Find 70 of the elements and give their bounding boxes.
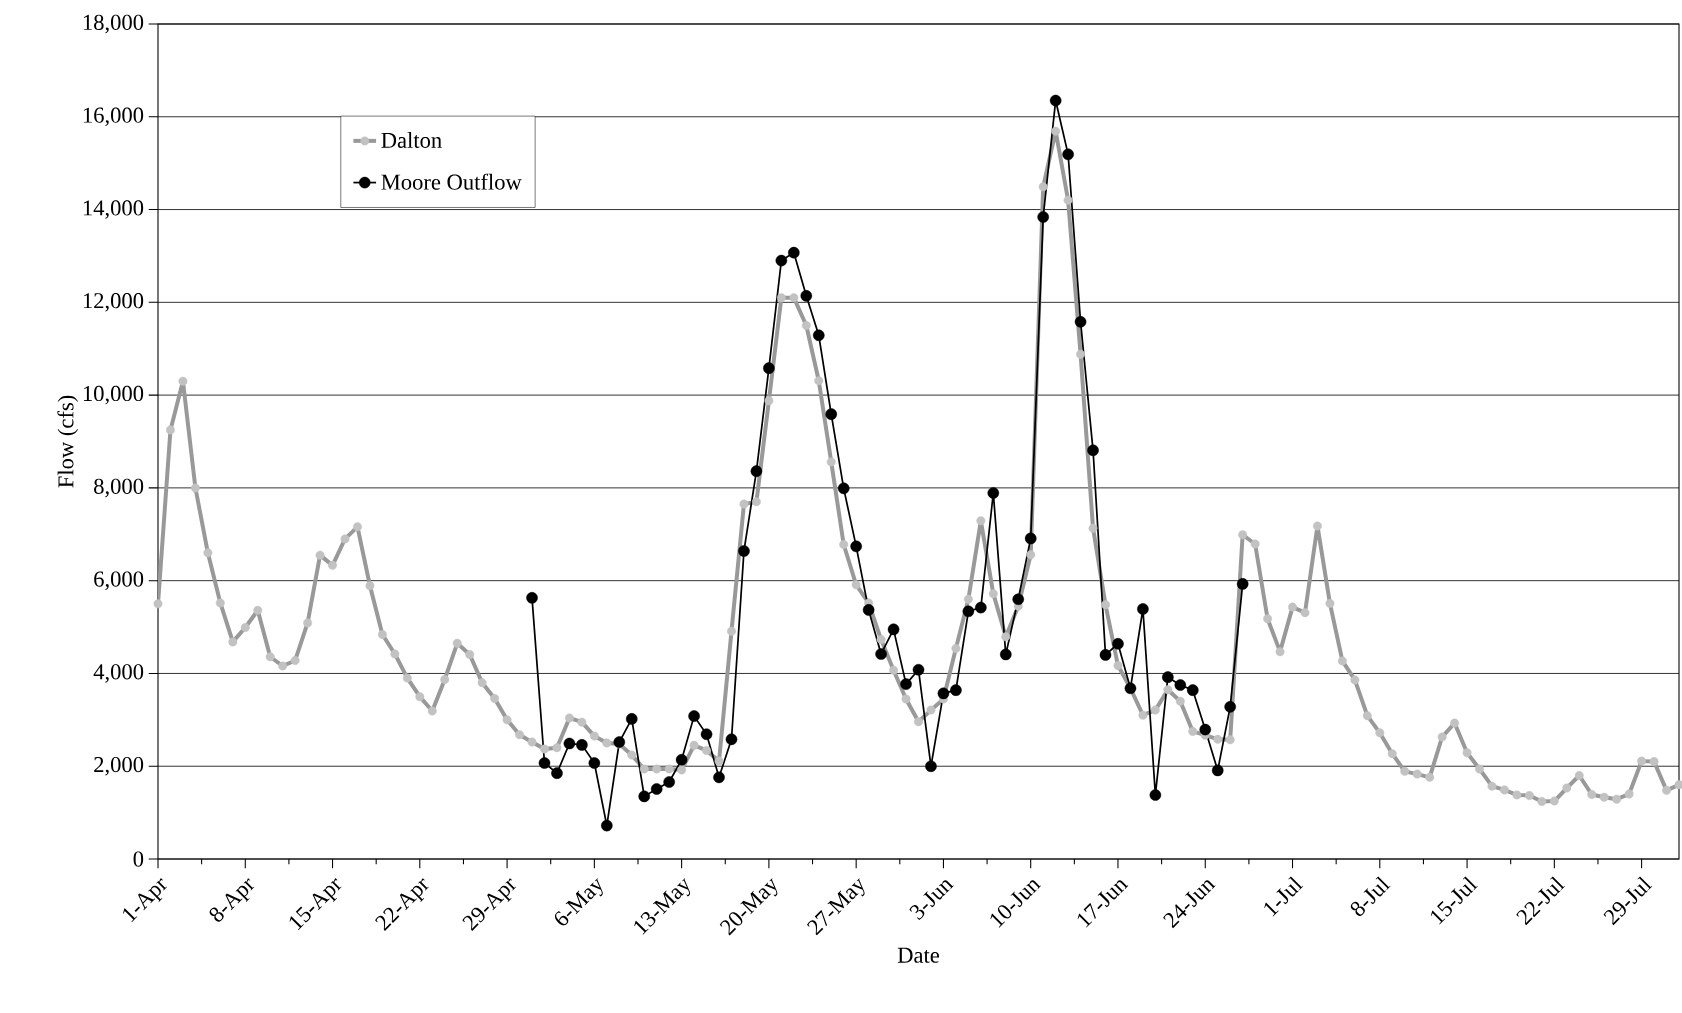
point — [962, 605, 975, 618]
point — [999, 648, 1012, 661]
point — [862, 604, 875, 616]
point — [1112, 637, 1124, 650]
point — [1062, 148, 1074, 161]
point — [900, 678, 912, 690]
point — [601, 819, 613, 832]
point — [912, 663, 925, 676]
point — [725, 733, 738, 746]
point — [563, 737, 576, 750]
point — [775, 254, 788, 267]
point — [1012, 593, 1025, 605]
y-tick-label: 14,000 — [83, 200, 144, 219]
point — [800, 290, 813, 302]
point — [638, 790, 650, 803]
legend-label: Moore Outflow — [381, 173, 522, 190]
point — [538, 757, 551, 769]
point — [1199, 723, 1212, 736]
y-tick-label: 2,000 — [94, 756, 144, 776]
point — [925, 760, 937, 772]
point — [788, 246, 800, 259]
point — [1024, 532, 1037, 545]
point — [1137, 603, 1149, 615]
point — [763, 362, 775, 374]
x-axis-title: Date — [897, 947, 940, 963]
point — [625, 713, 638, 725]
point — [663, 776, 675, 788]
point — [576, 739, 588, 751]
point — [887, 623, 900, 636]
point — [950, 684, 962, 696]
point — [812, 329, 825, 342]
y-tick-label: 6,000 — [94, 571, 144, 590]
y-tick-label: 0 — [133, 851, 144, 867]
point — [875, 648, 887, 660]
point — [551, 767, 563, 779]
y-tick-label: 18,000 — [83, 14, 144, 34]
point — [1099, 649, 1112, 661]
point — [588, 757, 601, 769]
y-axis-title: Flow (cfs) — [57, 395, 79, 488]
point — [975, 601, 987, 614]
point — [825, 408, 838, 420]
point — [937, 687, 950, 700]
point — [837, 482, 850, 495]
point — [987, 487, 1000, 499]
point — [688, 710, 700, 722]
point — [675, 753, 688, 766]
point — [1074, 316, 1087, 328]
point — [1049, 94, 1062, 107]
point — [850, 540, 862, 553]
y-tick-label: 4,000 — [93, 664, 144, 683]
y-tick-label: 8,000 — [94, 478, 144, 498]
point — [1037, 211, 1049, 223]
point — [650, 783, 663, 795]
point — [1174, 679, 1187, 691]
y-tick-label: 16,000 — [83, 107, 144, 127]
legend-label: Dalton — [381, 132, 442, 148]
point — [738, 545, 750, 557]
point — [700, 728, 713, 740]
y-tick-label: 12,000 — [83, 293, 144, 312]
point — [1149, 789, 1162, 801]
point — [1187, 684, 1199, 696]
point — [750, 465, 763, 477]
point — [1162, 671, 1174, 683]
point — [1224, 701, 1236, 713]
y-tick-label: 10,000 — [83, 385, 144, 405]
point — [1087, 444, 1099, 457]
point — [1236, 578, 1249, 590]
point — [526, 592, 538, 604]
point — [1211, 764, 1224, 777]
point — [713, 771, 725, 784]
